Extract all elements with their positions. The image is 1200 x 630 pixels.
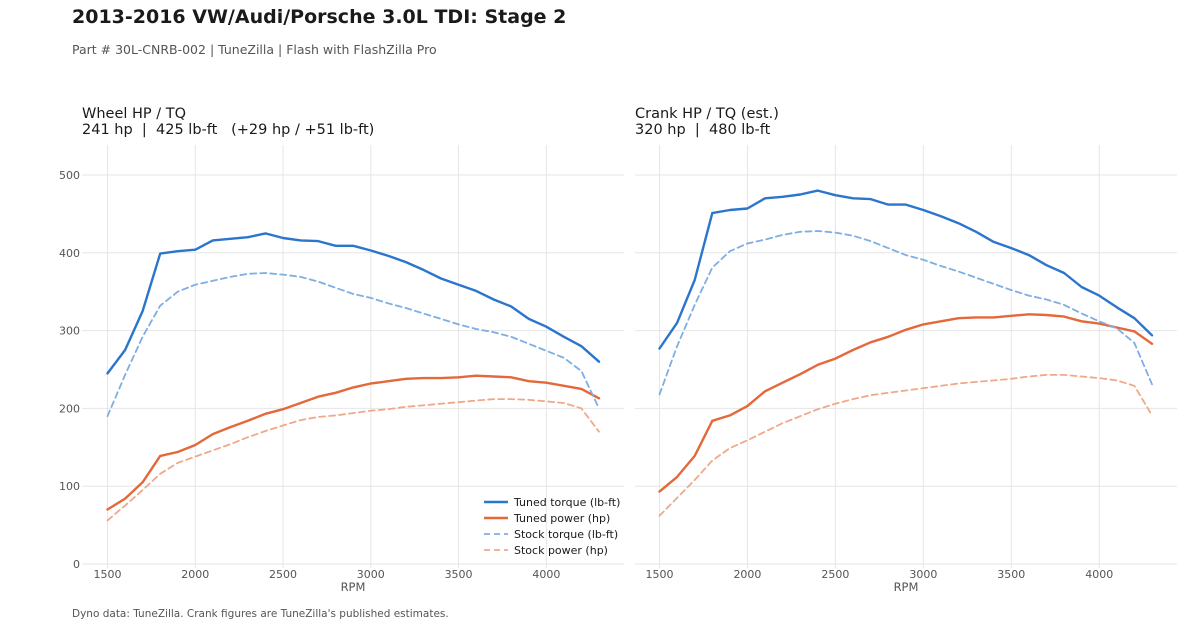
wheel-ytick-label: 200 <box>59 402 80 415</box>
crank-chart-panel: Crank HP / TQ (est.) 320 hp | 480 lb-ft … <box>635 106 1177 594</box>
wheel-ytick-label: 100 <box>59 480 80 493</box>
wheel-legend-entry: Tuned torque (lb-ft) <box>513 496 620 509</box>
wheel-chart-title-line2: 241 hp | 425 lb-ft (+29 hp / +51 lb-ft) <box>82 122 374 138</box>
wheel-xtick-label: 3500 <box>445 568 473 581</box>
wheel-xtick-label: 4000 <box>532 568 560 581</box>
wheel-ytick-label: 400 <box>59 247 80 260</box>
crank-xtick-label: 2000 <box>733 568 761 581</box>
crank-xtick-label: 3500 <box>997 568 1025 581</box>
wheel-xaxis-label: RPM <box>341 580 366 594</box>
crank-chart-title-line2: 320 hp | 480 lb-ft <box>635 122 771 138</box>
wheel-chart-panel: Wheel HP / TQ 241 hp | 425 lb-ft (+29 hp… <box>59 106 624 594</box>
footnote: Dyno data: TuneZilla. Crank figures are … <box>72 608 449 620</box>
wheel-legend: Tuned torque (lb-ft) Tuned power (hp) Stoc… <box>484 496 620 557</box>
wheel-legend-entry: Stock torque (lb-ft) <box>514 528 618 541</box>
crank-xtick-label: 3000 <box>909 568 937 581</box>
wheel-xtick-label: 3000 <box>357 568 385 581</box>
wheel-legend-entry: Tuned power (hp) <box>513 512 610 525</box>
wheel-series-stock-torque-line <box>106 272 600 418</box>
crank-series-stock-torque-line <box>658 230 1153 396</box>
crank-chart-title-line1: Crank HP / TQ (est.) <box>635 106 779 122</box>
page-title: 2013-2016 VW/Audi/Porsche 3.0L TDI: Stag… <box>72 6 567 28</box>
wheel-legend-entry: Stock power (hp) <box>514 544 608 557</box>
wheel-ytick-label: 500 <box>59 169 80 182</box>
wheel-ytick-label: 0 <box>73 558 80 571</box>
crank-series-tuned-power-line <box>658 313 1154 493</box>
wheel-xtick-label: 2500 <box>269 568 297 581</box>
wheel-chart-title-line1: Wheel HP / TQ <box>82 106 186 122</box>
crank-xtick-label: 2500 <box>821 568 849 581</box>
wheel-series-tuned-power-line <box>106 374 601 511</box>
crank-xtick-label: 1500 <box>646 568 674 581</box>
crank-series-tuned-torque-line <box>658 189 1154 350</box>
wheel-xtick-label: 1500 <box>94 568 122 581</box>
wheel-series-tuned-torque-line <box>106 232 601 375</box>
crank-xaxis-label: RPM <box>894 580 919 594</box>
wheel-ytick-label: 300 <box>59 325 80 338</box>
crank-xtick-label: 4000 <box>1085 568 1113 581</box>
crank-series-stock-power-line <box>658 373 1153 517</box>
wheel-series-stock-power-line <box>106 398 600 522</box>
wheel-xtick-label: 2000 <box>181 568 209 581</box>
page-subtitle: Part # 30L-CNRB-002 | TuneZilla | Flash … <box>72 42 437 57</box>
